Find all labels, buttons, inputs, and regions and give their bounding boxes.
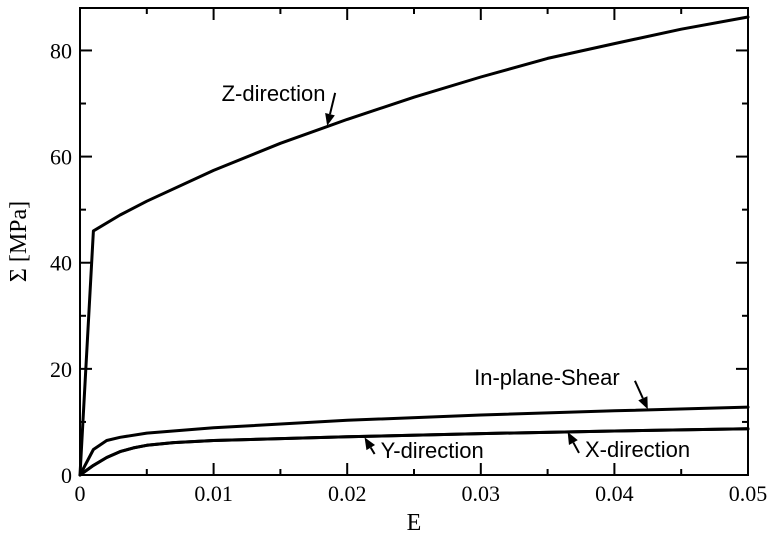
annotation: Y-direction: [365, 437, 484, 463]
y-tick-label: 60: [50, 145, 72, 170]
series-line-z-direction: [80, 17, 748, 475]
y-tick-label: 40: [50, 251, 72, 276]
annotation: Z-direction: [222, 81, 336, 126]
y-tick-label: 80: [50, 38, 72, 63]
x-tick-label: 0: [75, 481, 86, 506]
annotation-arrow: [573, 443, 579, 453]
y-tick-label: 20: [50, 357, 72, 382]
x-tick-label: 0.05: [729, 481, 768, 506]
annotation-arrow: [371, 448, 375, 454]
annotation-label: Y-direction: [381, 438, 484, 463]
arrowhead: [365, 437, 375, 450]
annotation-arrow: [635, 381, 643, 398]
annotation-label: Z-direction: [222, 81, 326, 106]
plot-frame: [80, 8, 748, 475]
annotation-label: X-direction: [585, 437, 690, 462]
x-tick-label: 0.02: [328, 481, 367, 506]
axis-ticks: [80, 8, 748, 475]
x-tick-label: 0.01: [194, 481, 233, 506]
x-tick-label: 0.04: [595, 481, 634, 506]
y-tick-label: 0: [61, 463, 72, 488]
plot-border: [80, 8, 748, 475]
y-axis-title: Σ [MPa]: [6, 201, 32, 282]
x-tick-label: 0.03: [462, 481, 501, 506]
annotation: X-direction: [568, 432, 691, 462]
series-group: [80, 17, 748, 475]
annotation: In-plane-Shear: [474, 365, 648, 409]
annotation-arrow: [330, 93, 335, 114]
x-axis-title: E: [407, 510, 422, 535]
annotation-label: In-plane-Shear: [474, 365, 620, 390]
